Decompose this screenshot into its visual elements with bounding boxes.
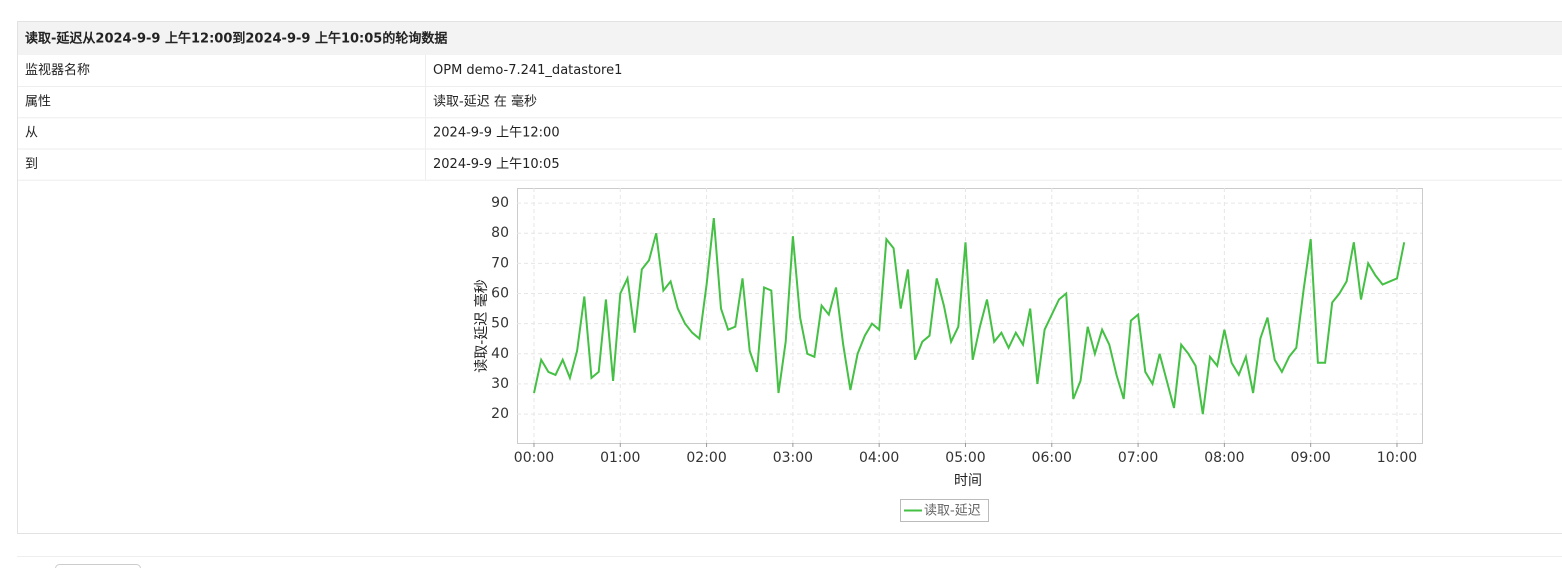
row-label: 从 bbox=[25, 126, 38, 141]
y-tick-label: 60 bbox=[491, 285, 509, 301]
row-value: 2024-9-9 上午12:00 bbox=[433, 126, 560, 141]
x-tick-label: 04:00 bbox=[859, 450, 899, 466]
y-tick-label: 20 bbox=[491, 406, 509, 422]
button[interactable] bbox=[56, 565, 141, 569]
y-axis-label: 读取-延迟 毫秒 bbox=[473, 279, 490, 373]
row-value: 2024-9-9 上午10:05 bbox=[433, 157, 560, 172]
legend-label: 读取-延迟 bbox=[924, 504, 981, 519]
x-tick-label: 02:00 bbox=[686, 450, 726, 466]
y-tick-label: 30 bbox=[491, 376, 509, 392]
panel-title: 读取-延迟从2024-9-9 上午12:00到2024-9-9 上午10:05的… bbox=[25, 31, 447, 47]
x-axis-label: 时间 bbox=[954, 473, 982, 489]
y-tick-label: 50 bbox=[491, 316, 509, 332]
y-tick-label: 90 bbox=[491, 195, 509, 211]
x-tick-label: 00:00 bbox=[514, 450, 554, 466]
row-value: OPM demo-7.241_datastore1 bbox=[433, 63, 622, 78]
x-tick-label: 08:00 bbox=[1204, 450, 1244, 466]
y-tick-label: 80 bbox=[491, 225, 509, 241]
x-tick-label: 03:00 bbox=[773, 450, 813, 466]
x-tick-label: 07:00 bbox=[1118, 450, 1158, 466]
row-label: 到 bbox=[25, 157, 38, 172]
row-label: 监视器名称 bbox=[25, 62, 90, 78]
x-tick-label: 06:00 bbox=[1032, 450, 1072, 466]
y-tick-label: 40 bbox=[491, 346, 509, 362]
x-tick-label: 01:00 bbox=[600, 450, 640, 466]
x-tick-label: 05:00 bbox=[945, 450, 985, 466]
y-tick-label: 70 bbox=[491, 255, 509, 271]
x-tick-label: 10:00 bbox=[1377, 450, 1417, 466]
row-value: 读取-延迟 在 毫秒 bbox=[433, 93, 537, 109]
x-tick-label: 09:00 bbox=[1290, 450, 1330, 466]
row-label: 属性 bbox=[25, 94, 51, 109]
